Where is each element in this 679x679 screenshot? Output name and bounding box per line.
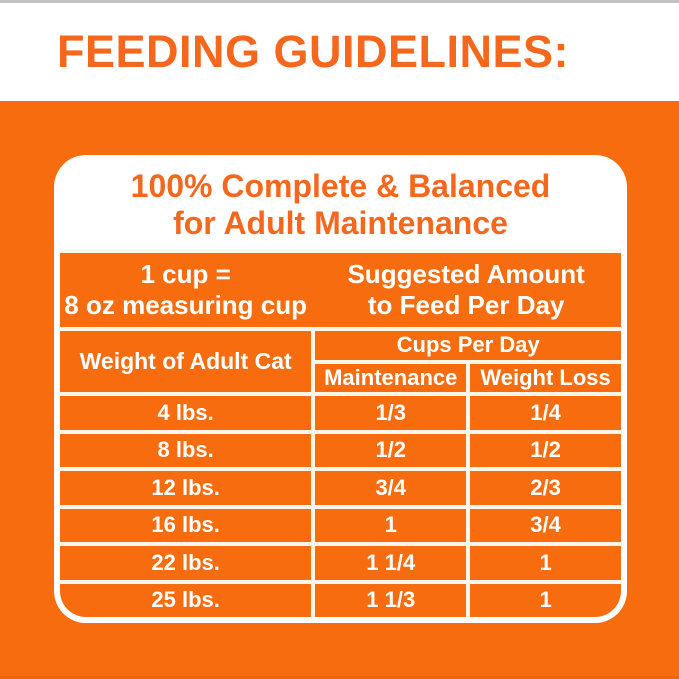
feeding-table: 100% Complete & Balanced for Adult Maint… [60, 161, 621, 617]
maintenance-cell: 3/4 [315, 471, 467, 505]
weight-loss-cell: 1/4 [470, 396, 621, 430]
weight-loss-cell: 3/4 [470, 508, 621, 542]
maintenance-cell: 1 [315, 508, 467, 542]
bottom-edge-strip [0, 676, 679, 679]
weight-loss-cell: 1 [470, 583, 621, 617]
suggested-line2: to Feed Per Day [367, 290, 565, 320]
column-header-cups-per-day: Cups Per Day [315, 331, 621, 360]
table-row: 16 lbs. 1 3/4 [60, 508, 621, 542]
weight-cell: 25 lbs. [60, 583, 312, 617]
weight-cell: 16 lbs. [60, 508, 312, 542]
suggested-line1: Suggested Amount [347, 259, 585, 289]
weight-loss-cell: 1 [470, 546, 621, 580]
cup-note-line2: 8 oz measuring cup [64, 290, 308, 320]
cup-note-line1: 1 cup = [140, 259, 231, 289]
measuring-note-band: 1 cup = 8 oz measuring cup Suggested Amo… [60, 253, 621, 327]
weight-cell: 8 lbs. [60, 433, 312, 467]
cups-per-day-header-group: Cups Per Day Maintenance Weight Loss [315, 331, 621, 392]
table-title-line2: for Adult Maintenance [173, 205, 508, 241]
suggested-amount-note: Suggested Amount to Feed Per Day [311, 259, 621, 321]
table-header-row: Weight of Adult Cat Cups Per Day Mainten… [60, 331, 621, 392]
column-header-weight: Weight of Adult Cat [60, 331, 312, 392]
table-row: 12 lbs. 3/4 2/3 [60, 471, 621, 505]
maintenance-cell: 1 1/3 [315, 583, 467, 617]
weight-loss-cell: 2/3 [470, 471, 621, 505]
column-header-maintenance: Maintenance [315, 363, 467, 392]
table-row: 8 lbs. 1/2 1/2 [60, 433, 621, 467]
maintenance-cell: 1/2 [315, 433, 467, 467]
weight-cell: 12 lbs. [60, 471, 312, 505]
weight-cell: 4 lbs. [60, 396, 312, 430]
feeding-table-card: 100% Complete & Balanced for Adult Maint… [54, 155, 627, 623]
page-header-band: FEEDING GUIDELINES: [0, 0, 679, 101]
maintenance-cell: 1 1/4 [315, 546, 467, 580]
table-title-line1: 100% Complete & Balanced [130, 168, 551, 204]
maintenance-cell: 1/3 [315, 396, 467, 430]
cup-measure-note: 1 cup = 8 oz measuring cup [60, 259, 311, 321]
table-row: 25 lbs. 1 1/3 1 [60, 583, 621, 617]
page-title: FEEDING GUIDELINES: [57, 26, 570, 77]
weight-loss-cell: 1/2 [470, 433, 621, 467]
column-header-weight-loss: Weight Loss [470, 363, 621, 392]
table-row: 4 lbs. 1/3 1/4 [60, 396, 621, 430]
table-title: 100% Complete & Balanced for Adult Maint… [60, 161, 621, 249]
weight-cell: 22 lbs. [60, 546, 312, 580]
table-row: 22 lbs. 1 1/4 1 [60, 546, 621, 580]
